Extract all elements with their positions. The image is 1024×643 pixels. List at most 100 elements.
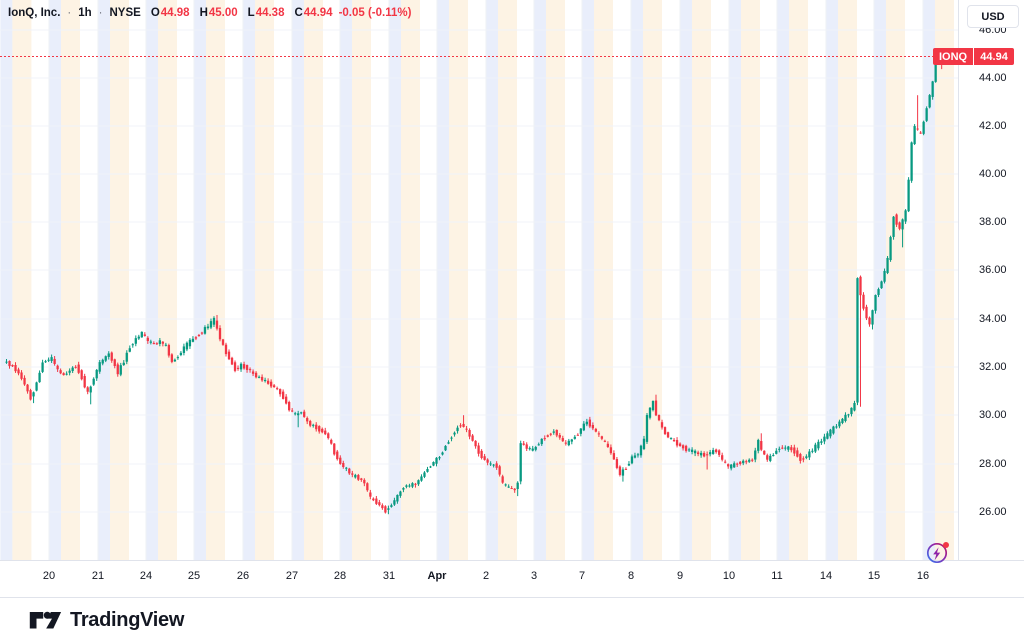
candle[interactable]	[453, 431, 456, 437]
candle[interactable]	[847, 413, 850, 418]
candle[interactable]	[672, 438, 676, 442]
candle[interactable]	[687, 447, 691, 452]
candle[interactable]	[868, 316, 871, 327]
candle[interactable]	[669, 437, 673, 440]
candle[interactable]	[570, 438, 573, 445]
candle[interactable]	[498, 464, 501, 477]
candle[interactable]	[59, 368, 62, 375]
candle[interactable]	[675, 437, 679, 448]
candle[interactable]	[585, 418, 589, 427]
candle[interactable]	[760, 433, 763, 452]
candle[interactable]	[68, 368, 71, 376]
candle[interactable]	[705, 451, 709, 470]
candle[interactable]	[916, 95, 919, 131]
candle[interactable]	[597, 431, 601, 437]
candle[interactable]	[699, 450, 703, 458]
candle[interactable]	[922, 120, 925, 136]
candle[interactable]	[817, 439, 820, 451]
candle[interactable]	[348, 467, 351, 475]
candle[interactable]	[910, 141, 913, 183]
candle[interactable]	[266, 378, 270, 385]
candle[interactable]	[600, 435, 604, 441]
candle[interactable]	[62, 372, 65, 376]
candle[interactable]	[681, 444, 685, 451]
candle[interactable]	[564, 440, 567, 446]
candle[interactable]	[303, 409, 306, 418]
candle[interactable]	[197, 333, 201, 337]
candle[interactable]	[573, 435, 576, 440]
candle[interactable]	[696, 450, 700, 457]
candle[interactable]	[74, 365, 77, 369]
candle[interactable]	[294, 411, 297, 416]
candle[interactable]	[272, 384, 276, 388]
candle[interactable]	[624, 467, 628, 470]
candle[interactable]	[312, 423, 315, 428]
candle[interactable]	[26, 383, 29, 394]
candle[interactable]	[318, 425, 321, 434]
candle[interactable]	[236, 365, 240, 371]
candle[interactable]	[185, 341, 189, 352]
candle[interactable]	[146, 336, 149, 344]
candle[interactable]	[405, 484, 408, 489]
candle[interactable]	[919, 131, 922, 134]
candle[interactable]	[306, 416, 309, 425]
candle[interactable]	[233, 360, 237, 373]
candle[interactable]	[651, 400, 655, 412]
candle[interactable]	[883, 268, 886, 284]
candle[interactable]	[381, 503, 384, 510]
candle[interactable]	[835, 424, 838, 429]
candle[interactable]	[77, 361, 80, 375]
candle[interactable]	[426, 466, 429, 473]
candle[interactable]	[486, 458, 489, 466]
candle[interactable]	[375, 495, 378, 506]
flash-boost-button[interactable]	[925, 539, 951, 565]
candle[interactable]	[164, 342, 168, 347]
candle[interactable]	[408, 483, 411, 488]
candle[interactable]	[459, 423, 462, 428]
candle[interactable]	[856, 277, 859, 406]
candle[interactable]	[781, 445, 784, 450]
candle[interactable]	[80, 369, 83, 381]
candle[interactable]	[260, 374, 264, 382]
candle[interactable]	[733, 461, 736, 468]
chart-pane[interactable]: IonQ, Inc. · 1h · NYSE O 44.98 H 45.00 L 44…	[0, 0, 1014, 564]
candle[interactable]	[612, 450, 616, 460]
candle[interactable]	[757, 438, 760, 454]
candle[interactable]	[618, 465, 622, 477]
candle[interactable]	[820, 438, 823, 445]
candle[interactable]	[447, 440, 450, 445]
candle[interactable]	[357, 473, 360, 481]
candle[interactable]	[230, 356, 234, 366]
candle[interactable]	[648, 407, 652, 420]
candle[interactable]	[739, 460, 742, 466]
candle[interactable]	[227, 349, 231, 361]
candle[interactable]	[38, 370, 41, 383]
candle[interactable]	[378, 499, 381, 507]
candle[interactable]	[715, 448, 718, 454]
candle[interactable]	[8, 360, 11, 369]
candle[interactable]	[281, 389, 285, 400]
candle[interactable]	[125, 350, 128, 365]
candle[interactable]	[288, 400, 291, 412]
candle[interactable]	[47, 357, 50, 363]
candle[interactable]	[826, 431, 829, 440]
candle[interactable]	[507, 484, 510, 488]
candle[interactable]	[516, 481, 519, 497]
candle[interactable]	[663, 426, 667, 436]
candle[interactable]	[50, 354, 53, 363]
candle[interactable]	[134, 335, 137, 347]
candle[interactable]	[242, 361, 246, 370]
candle[interactable]	[122, 360, 125, 366]
candle[interactable]	[832, 425, 835, 435]
candle[interactable]	[778, 446, 781, 453]
candle[interactable]	[636, 452, 640, 458]
candle[interactable]	[387, 505, 390, 515]
candle[interactable]	[594, 427, 598, 433]
candle[interactable]	[17, 367, 20, 376]
candle[interactable]	[477, 442, 480, 457]
candle[interactable]	[748, 458, 751, 463]
candle[interactable]	[552, 429, 555, 435]
candle[interactable]	[702, 451, 706, 458]
candle[interactable]	[315, 422, 318, 432]
candle[interactable]	[724, 459, 727, 464]
